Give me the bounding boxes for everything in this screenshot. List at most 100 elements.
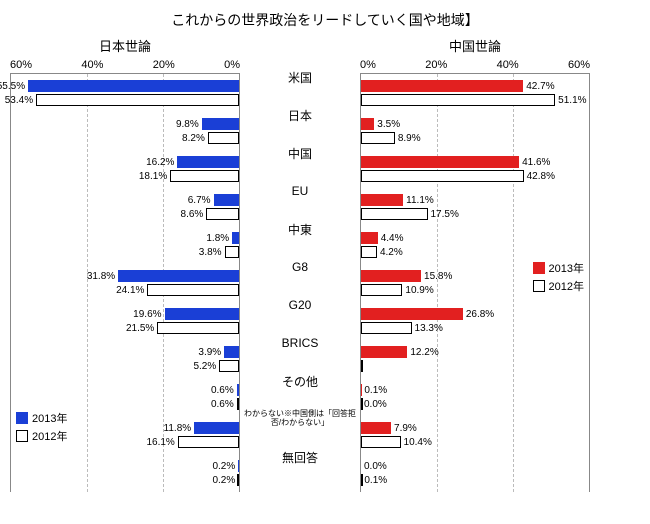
bar: [165, 308, 239, 320]
chart-title: これからの世界政治をリードしていく国や地域】: [10, 10, 640, 30]
chart-row: 19.6%21.5%: [11, 302, 239, 340]
right-panel: 中国世論 0%20%40%60% 42.7%51.1%3.5%8.9%41.6%…: [360, 36, 590, 492]
chart-row: 42.7%51.1%: [361, 74, 589, 112]
axis-tick: 40%: [81, 59, 103, 71]
bar: [219, 360, 239, 372]
chart-row: 0.2%0.2%: [11, 454, 239, 492]
bar-value: 41.6%: [522, 157, 550, 168]
axis-tick: 40%: [497, 59, 519, 71]
chart-row: 1.8% 3.8%: [11, 226, 239, 264]
bar-value: 31.8%: [87, 271, 115, 282]
bar: [232, 232, 239, 244]
bar-value: 53.4%: [5, 95, 33, 106]
bar: [361, 94, 555, 106]
bar-value: 0.6%: [211, 385, 234, 396]
chart-row: 11.1%17.5%: [361, 188, 589, 226]
bar: [361, 270, 421, 282]
bar-value: 4.4%: [381, 233, 404, 244]
bar: [147, 284, 239, 296]
bar-value: 15.8%: [424, 271, 452, 282]
chart-row: 3.5%8.9%: [361, 112, 589, 150]
bar-value: 6.7%: [188, 195, 211, 206]
category-label: 無回答: [240, 438, 360, 476]
bar-value: 0.1%: [364, 385, 387, 396]
bar: [361, 194, 403, 206]
bar-value: 8.2%: [182, 133, 205, 144]
bar-value: 7.9%: [394, 423, 417, 434]
axis-tick: 60%: [568, 59, 590, 71]
legend-item: 2013年: [16, 410, 67, 426]
bar-value: 3.9%: [198, 347, 221, 358]
bar: [202, 118, 239, 130]
bar-value: 9.8%: [176, 119, 199, 130]
chart-row: 0.0% 0.1%: [361, 454, 589, 492]
chart-row: 7.9% 10.4%: [361, 416, 589, 454]
bar: [361, 398, 363, 410]
bar: [361, 232, 378, 244]
chart-container: 日本世論 60% 40% 20% 0% 55.5%53.4% 9.8% 8.2% 16.2%…: [10, 36, 640, 492]
bar-value: 42.8%: [527, 171, 555, 182]
bar: [118, 270, 239, 282]
bar: [225, 246, 239, 258]
axis-tick: 20%: [153, 59, 175, 71]
legend-item: 2012年: [533, 278, 584, 294]
bar: [361, 474, 363, 486]
bar-value: 17.5%: [431, 209, 459, 220]
category-label: 中国: [240, 134, 360, 172]
bar-value: 5.2%: [193, 361, 216, 372]
bar: [361, 422, 391, 434]
bar: [237, 398, 239, 410]
bar-value: 8.6%: [181, 209, 204, 220]
bar: [361, 118, 374, 130]
legend-swatch: [16, 412, 28, 424]
category-column: 米国日本中国EU中東G8G20BRICSその他わからない※中国側は「回答拒否/わ…: [240, 58, 360, 476]
axis-tick: 0%: [224, 59, 240, 71]
bar: [237, 384, 239, 396]
bar: [361, 308, 463, 320]
chart-row: 12.2%: [361, 340, 589, 378]
bar-value: 16.2%: [146, 157, 174, 168]
bar: [361, 80, 523, 92]
bar-value: 1.8%: [206, 233, 229, 244]
left-panel-title: 日本世論: [10, 36, 240, 55]
right-panel-title: 中国世論: [360, 36, 590, 55]
bar-value: 26.8%: [466, 309, 494, 320]
bar: [170, 170, 239, 182]
bar-value: 3.8%: [199, 247, 222, 258]
chart-row: 31.8%24.1%: [11, 264, 239, 302]
left-panel: 日本世論 60% 40% 20% 0% 55.5%53.4% 9.8% 8.2% 16.2%…: [10, 36, 240, 492]
bar-value: 19.6%: [133, 309, 161, 320]
bar-value: 10.4%: [404, 437, 432, 448]
bar: [361, 170, 524, 182]
category-label: G20: [240, 286, 360, 324]
legend-swatch: [533, 262, 545, 274]
bar: [157, 322, 239, 334]
bar: [361, 284, 402, 296]
bar-value: 16.1%: [146, 437, 174, 448]
bar: [237, 474, 239, 486]
category-label: その他: [240, 362, 360, 400]
chart-row: 16.2% 18.1%: [11, 150, 239, 188]
bar-value: 3.5%: [377, 119, 400, 130]
chart-row: 3.9% 5.2%: [11, 340, 239, 378]
bar: [28, 80, 239, 92]
chart-row: 6.7% 8.6%: [11, 188, 239, 226]
bar: [361, 322, 412, 334]
right-legend: 2013年2012年: [531, 256, 586, 298]
bar-value: 24.1%: [116, 285, 144, 296]
legend-label: 2012年: [32, 428, 67, 444]
bar-value: 0.0%: [364, 399, 387, 410]
bar: [361, 346, 407, 358]
bar-value: 18.1%: [139, 171, 167, 182]
bar-value: 10.9%: [405, 285, 433, 296]
bar: [224, 346, 239, 358]
bar: [214, 194, 239, 206]
bar-value: 0.1%: [364, 475, 387, 486]
left-legend: 2013年 2012年: [14, 406, 69, 448]
left-axis: 60% 40% 20% 0%: [10, 59, 240, 74]
axis-tick: 60%: [10, 59, 32, 71]
bar: [36, 94, 239, 106]
chart-row: 55.5%53.4%: [11, 74, 239, 112]
bar-value: 0.0%: [364, 461, 387, 472]
bar-value: 12.2%: [410, 347, 438, 358]
